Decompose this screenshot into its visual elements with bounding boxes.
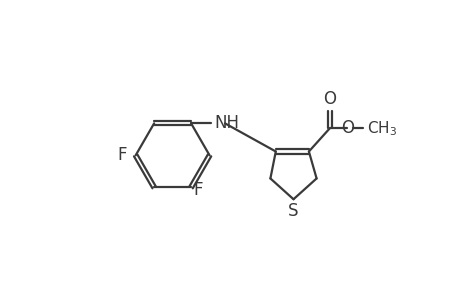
Text: S: S xyxy=(288,202,298,220)
Text: O: O xyxy=(323,90,336,108)
Text: O: O xyxy=(340,119,353,137)
Text: F: F xyxy=(193,181,202,199)
Text: CH$_3$: CH$_3$ xyxy=(366,119,396,138)
Text: F: F xyxy=(118,146,127,164)
Text: NH: NH xyxy=(214,114,239,132)
